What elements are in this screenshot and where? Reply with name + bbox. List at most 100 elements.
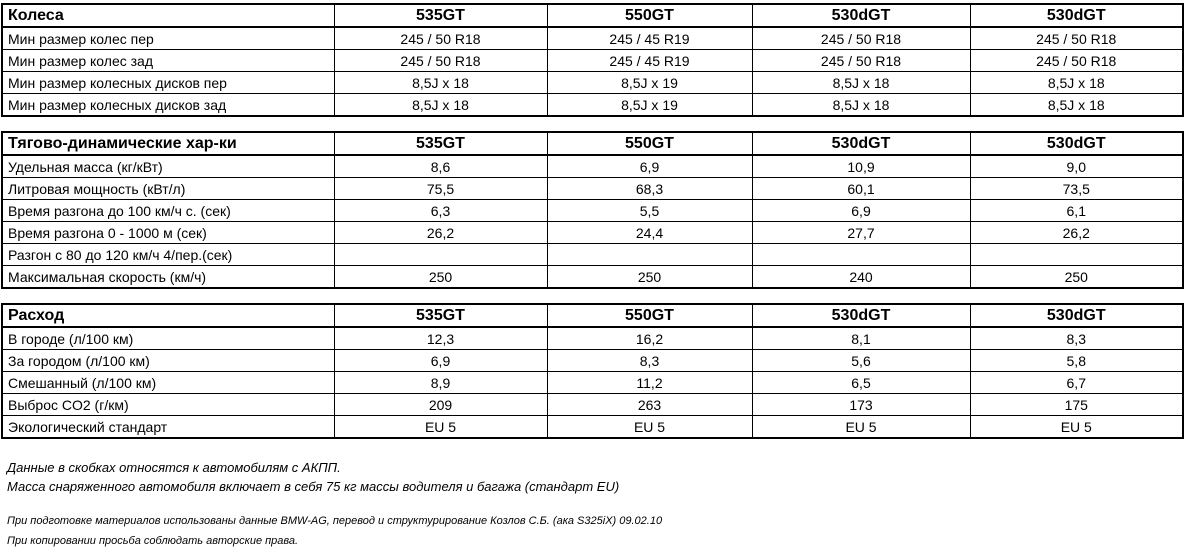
row-label: Мин размер колесных дисков зад	[1, 93, 335, 117]
cell-value: 26,2	[333, 221, 548, 244]
cell-value: 245 / 50 R18	[969, 26, 1184, 50]
cell-value: 8,5J x 18	[751, 93, 971, 117]
cell-value: 8,5J x 18	[969, 93, 1184, 117]
row-label: Смешанный (л/100 км)	[1, 371, 335, 394]
table-row: За городом (л/100 км) 6,9 8,3 5,6 5,8	[1, 349, 1184, 372]
credits-block: При подготовке материалов использованы д…	[7, 511, 1185, 551]
cell-value	[546, 243, 753, 266]
cell-value: 11,2	[546, 371, 753, 394]
cell-value: EU 5	[546, 415, 753, 439]
cell-value: EU 5	[333, 415, 548, 439]
table-row: Время разгона до 100 км/ч с. (сек) 6,3 5,5…	[1, 199, 1184, 222]
column-header: 530dGT	[969, 3, 1184, 28]
notes-block: Данные в скобках относятся к автомобилям…	[7, 458, 1185, 496]
cell-value: EU 5	[751, 415, 971, 439]
cell-value: 245 / 50 R18	[751, 26, 971, 50]
column-header: 530dGT	[751, 3, 971, 28]
table-row: Смешанный (л/100 км) 8,9 11,2 6,5 6,7	[1, 371, 1184, 394]
cell-value: 6,9	[546, 154, 753, 178]
table-row: Литровая мощность (кВт/л) 75,5 68,3 60,1 73,…	[1, 177, 1184, 200]
cell-value: 175	[969, 393, 1184, 416]
table-title: Тягово-динамические хар-ки	[1, 131, 335, 156]
column-header: 550GT	[546, 131, 753, 156]
column-header: 550GT	[546, 303, 753, 328]
wheels-table: Колеса 535GT 550GT 530dGT 530dGT Мин размер к…	[1, 3, 1184, 117]
row-label: Выброс CO2 (г/км)	[1, 393, 335, 416]
spec-tables-container: Колеса 535GT 550GT 530dGT 530dGT Мин размер к…	[1, 3, 1185, 439]
table-row: Мин размер колес зад 245 / 50 R18 245 / 45…	[1, 49, 1184, 72]
table-row: Разгон с 80 до 120 км/ч 4/пер.(сек)	[1, 243, 1184, 266]
cell-value: 240	[751, 265, 971, 289]
consumption-table: Расход 535GT 550GT 530dGT 530dGT В городе (л/…	[1, 303, 1184, 439]
table-title: Расход	[1, 303, 335, 328]
column-header: 530dGT	[969, 303, 1184, 328]
cell-value: 8,5J x 19	[546, 93, 753, 117]
row-label: Мин размер колес зад	[1, 49, 335, 72]
cell-value: 8,5J x 18	[751, 71, 971, 94]
header-row: Тягово-динамические хар-ки 535GT 550GT 530d…	[1, 131, 1184, 156]
column-header: 550GT	[546, 3, 753, 28]
cell-value: 27,7	[751, 221, 971, 244]
cell-value: 6,7	[969, 371, 1184, 394]
cell-value: 173	[751, 393, 971, 416]
cell-value: 250	[969, 265, 1184, 289]
cell-value	[751, 243, 971, 266]
cell-value: 75,5	[333, 177, 548, 200]
cell-value: 8,5J x 18	[333, 93, 548, 117]
row-label: Мин размер колесных дисков пер	[1, 71, 335, 94]
cell-value: 5,5	[546, 199, 753, 222]
cell-value: 263	[546, 393, 753, 416]
column-header: 530dGT	[751, 131, 971, 156]
cell-value: 10,9	[751, 154, 971, 178]
cell-value: 6,5	[751, 371, 971, 394]
cell-value: 5,6	[751, 349, 971, 372]
table-row: Экологический стандарт EU 5 EU 5 EU 5 EU 5	[1, 415, 1184, 439]
credit-line-copyright: При копировании просьба соблюдать авторс…	[7, 535, 299, 547]
table-row: Удельная масса (кг/кВт) 8,6 6,9 10,9 9,0	[1, 154, 1184, 178]
cell-value: 245 / 45 R19	[546, 49, 753, 72]
cell-value: 26,2	[969, 221, 1184, 244]
cell-value: 8,9	[333, 371, 548, 394]
cell-value: 8,1	[751, 326, 971, 350]
cell-value: 24,4	[546, 221, 753, 244]
cell-value: 8,5J x 19	[546, 71, 753, 94]
cell-value: 245 / 50 R18	[969, 49, 1184, 72]
note-line-akpp: Данные в скобках относятся к автомобилям…	[7, 460, 341, 475]
cell-value: 245 / 50 R18	[333, 26, 548, 50]
header-row: Расход 535GT 550GT 530dGT 530dGT	[1, 303, 1184, 328]
cell-value: 12,3	[333, 326, 548, 350]
table-row: Мин размер колесных дисков зад 8,5J x 18 8…	[1, 93, 1184, 117]
cell-value: 245 / 50 R18	[751, 49, 971, 72]
cell-value: 16,2	[546, 326, 753, 350]
row-label: Удельная масса (кг/кВт)	[1, 154, 335, 178]
row-label: Мин размер колес пер	[1, 26, 335, 50]
cell-value	[969, 243, 1184, 266]
cell-value: 8,5J x 18	[333, 71, 548, 94]
table-row: Выброс CO2 (г/км) 209 263 173 175	[1, 393, 1184, 416]
cell-value: 250	[546, 265, 753, 289]
cell-value	[333, 243, 548, 266]
column-header: 530dGT	[969, 131, 1184, 156]
cell-value: 8,6	[333, 154, 548, 178]
cell-value: 60,1	[751, 177, 971, 200]
cell-value: 8,3	[969, 326, 1184, 350]
cell-value: EU 5	[969, 415, 1184, 439]
cell-value: 250	[333, 265, 548, 289]
table-title: Колеса	[1, 3, 335, 28]
row-label: Разгон с 80 до 120 км/ч 4/пер.(сек)	[1, 243, 335, 266]
cell-value: 6,1	[969, 199, 1184, 222]
cell-value: 68,3	[546, 177, 753, 200]
row-label: Время разгона 0 - 1000 м (сек)	[1, 221, 335, 244]
cell-value: 73,5	[969, 177, 1184, 200]
column-header: 530dGT	[751, 303, 971, 328]
row-label: Время разгона до 100 км/ч с. (сек)	[1, 199, 335, 222]
cell-value: 5,8	[969, 349, 1184, 372]
row-label: Литровая мощность (кВт/л)	[1, 177, 335, 200]
cell-value: 6,9	[333, 349, 548, 372]
table-row: Максимальная скорость (км/ч) 250 250 240 250	[1, 265, 1184, 289]
cell-value: 6,9	[751, 199, 971, 222]
header-row: Колеса 535GT 550GT 530dGT 530dGT	[1, 3, 1184, 28]
row-label: Экологический стандарт	[1, 415, 335, 439]
row-label: За городом (л/100 км)	[1, 349, 335, 372]
